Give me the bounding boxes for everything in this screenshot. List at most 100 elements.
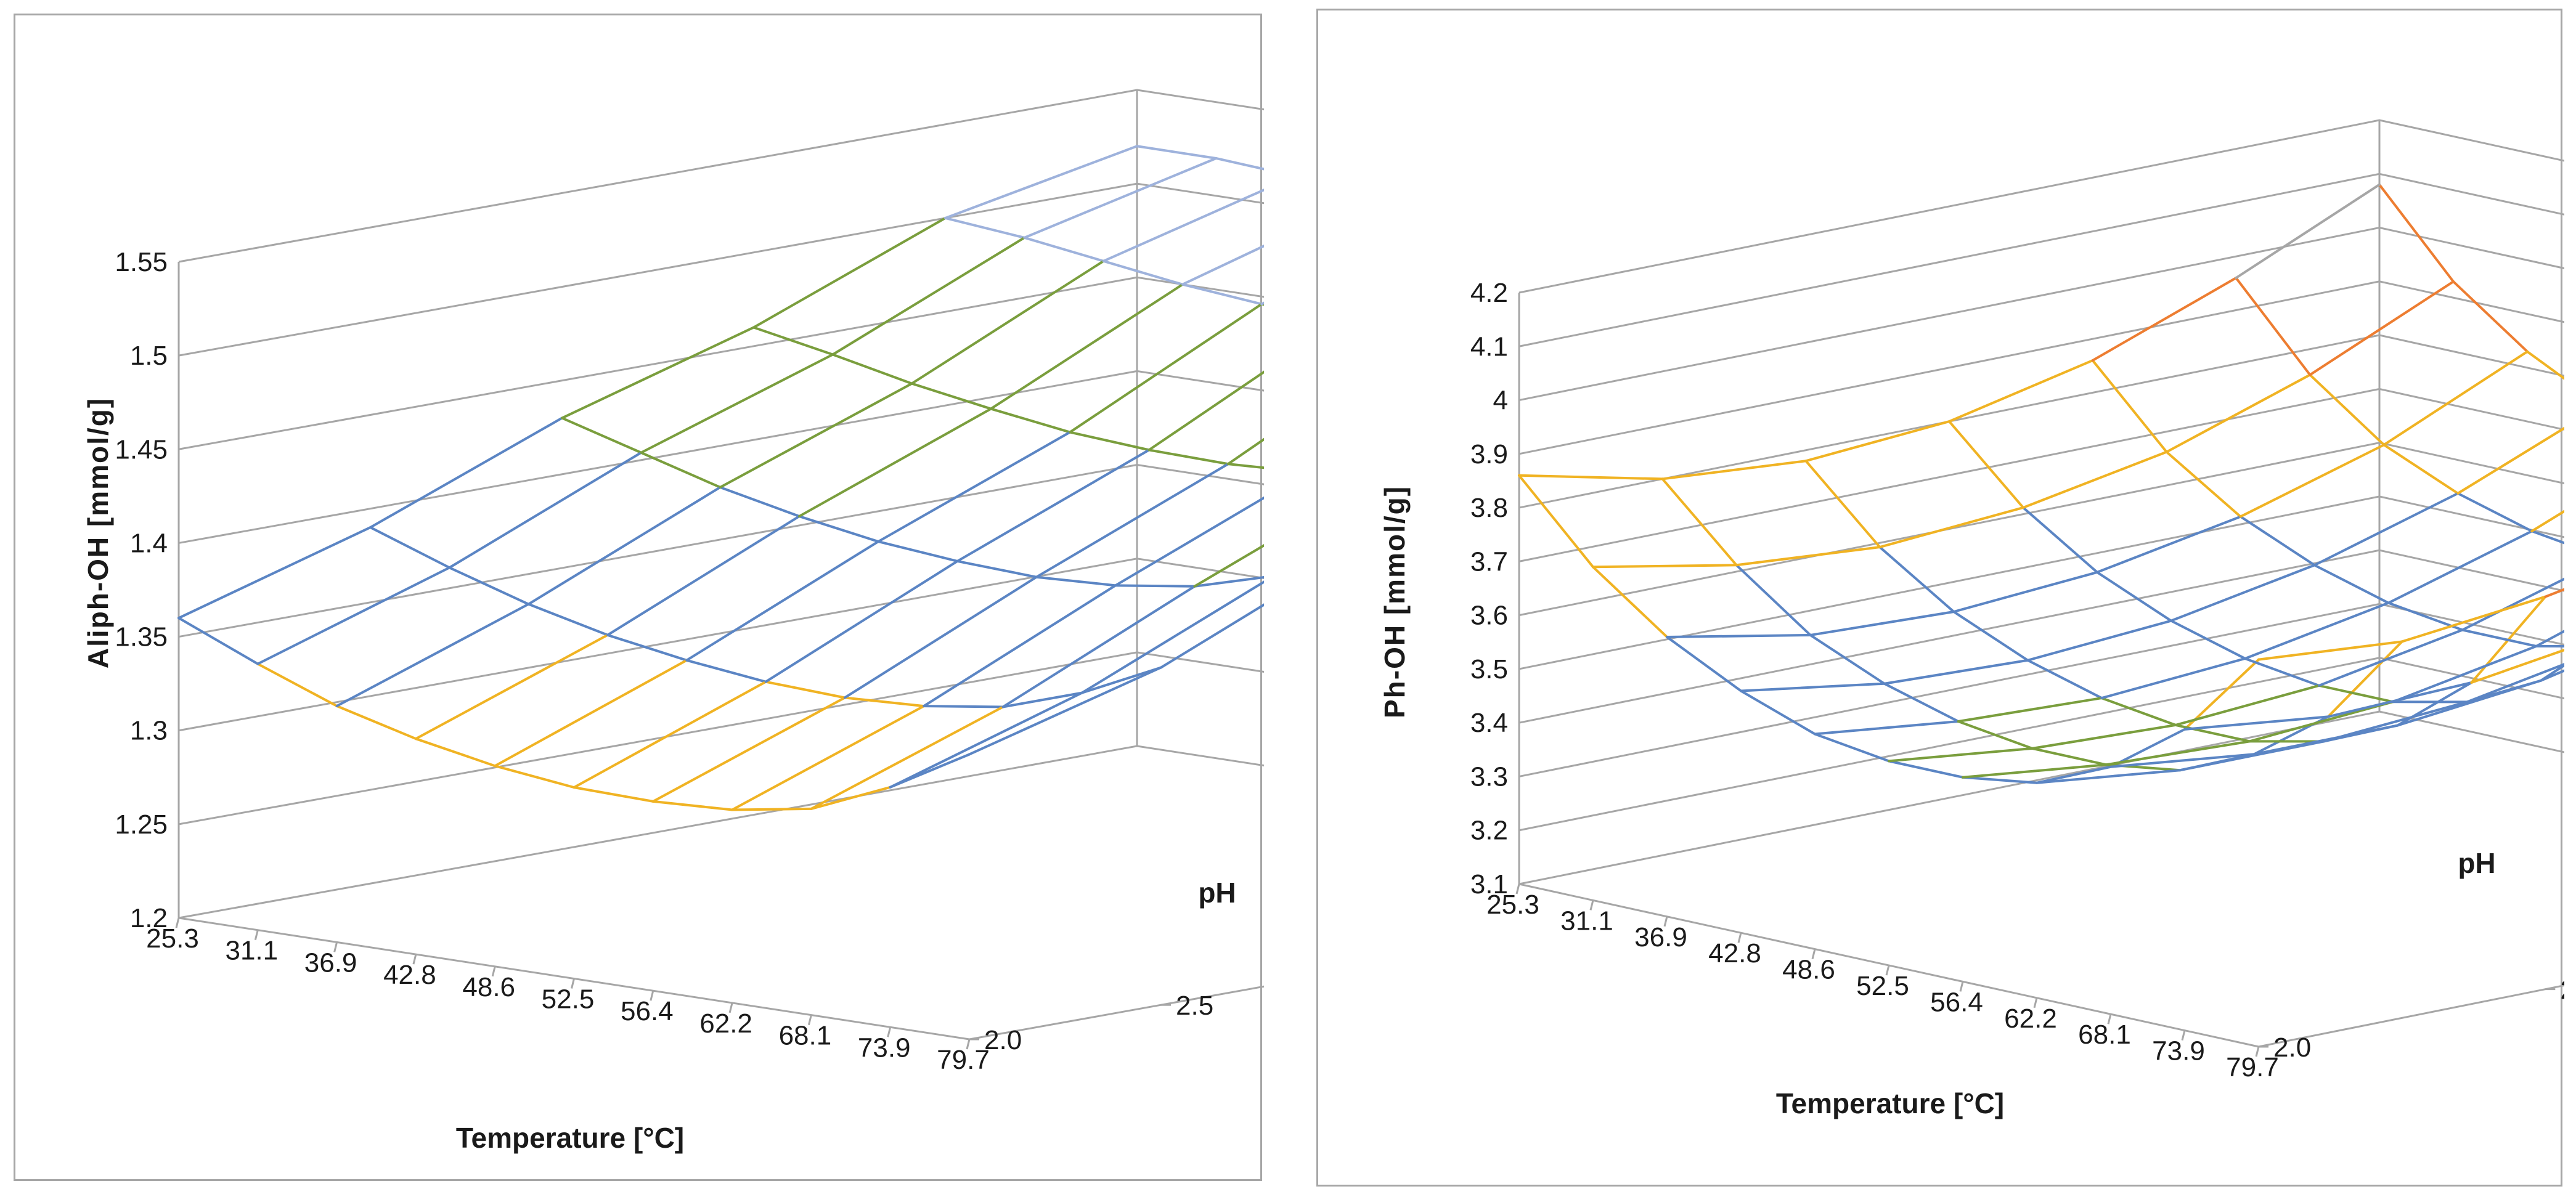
x-tick-label: 62.2: [699, 1008, 752, 1039]
surface-mesh-segment: [1814, 720, 1960, 736]
z-tick-label: 3.1: [1470, 869, 1508, 899]
z-tick-label: 1.45: [115, 434, 168, 465]
x-tick-label: 73.9: [858, 1033, 911, 1063]
x-tick-label: 56.4: [621, 996, 674, 1026]
surface-mesh-segment: [2026, 619, 2172, 662]
x-tick-mark: [1737, 932, 1742, 943]
surface-mesh-segment: [2174, 684, 2320, 726]
z-axis-title: Aliph-OH [mmol/g]: [82, 397, 114, 668]
surface-mesh-segment: [2031, 723, 2177, 750]
surface-mesh-segment: [1962, 763, 2108, 779]
x-tick-label: 73.9: [2152, 1036, 2205, 1066]
surface-mesh-segment: [944, 145, 1138, 219]
surface-mesh-segment: [640, 353, 834, 454]
x-tick-mark: [728, 1002, 733, 1013]
x-tick-label: 68.1: [779, 1021, 832, 1051]
surface-mesh-segment: [831, 236, 1026, 356]
surface-mesh-segment: [573, 786, 654, 803]
z-tick-label: 4.2: [1470, 278, 1508, 308]
z-axis-title: Ph-OH [mmol/g]: [1379, 485, 1411, 718]
surface-mesh-segment: [797, 407, 992, 518]
surface-mesh-segment: [1260, 301, 1264, 306]
aliph-oh-surface-chart: 25.3 31.1 36.9 42.8 48.6 52.5 56.4 62.2 68.1 73.9…: [82, 89, 1264, 1154]
surface-mesh-segment: [968, 666, 1162, 756]
surface-mesh-segment: [1814, 732, 1890, 763]
surface-mesh-segment: [527, 485, 722, 606]
surface-mesh-segment: [1160, 603, 1264, 669]
surface-mesh-segment: [889, 691, 1083, 789]
surface-mesh-segment: [369, 416, 563, 529]
surface-mesh-segment: [1592, 566, 1668, 638]
surface-mesh-segment: [1809, 633, 1886, 685]
surface-mesh-segment: [494, 765, 576, 789]
z-tick-label: 1.3: [130, 716, 168, 746]
x-tick-label: 36.9: [304, 947, 357, 978]
surface-mesh-segment: [2100, 657, 2246, 700]
y-axis-line: [2258, 984, 2564, 1048]
x-tick-mark: [2255, 1046, 2260, 1057]
surface-mesh-segment: [719, 382, 913, 489]
x-tick-mark: [2107, 1013, 2112, 1025]
x-tick-mark: [807, 1015, 812, 1025]
ph-oh-surface-chart: 25.331.136.942.848.652.556.462.268.173.9…: [1379, 119, 2564, 1119]
surface-mesh-segment: [1952, 570, 2098, 614]
surface-mesh-segment: [1735, 546, 1881, 567]
z-tick-label: 1.5: [130, 341, 168, 371]
z-gridline: [178, 276, 1264, 450]
z-tick-label: 1.25: [115, 809, 168, 840]
surface-mesh-segment: [2036, 769, 2182, 784]
x-tick-label: 62.2: [2004, 1004, 2057, 1034]
surface-mesh-segment: [2022, 450, 2168, 509]
surface-mesh-segment: [2400, 595, 2547, 643]
surface-mesh-segment: [2456, 492, 2533, 533]
surface-mesh-segment: [685, 540, 880, 662]
z-tick-label: 3.6: [1470, 601, 1508, 631]
surface-mesh-segment: [1740, 689, 1816, 736]
surface-mesh-segment: [877, 431, 1072, 543]
surface-mesh-segment: [640, 451, 722, 489]
surface-mesh-segment: [2109, 728, 2186, 768]
surface-mesh-segment: [752, 326, 834, 356]
surface-mesh-segment: [2183, 658, 2260, 731]
z-gridline: [178, 745, 1264, 919]
y-axis-title: pH: [1198, 877, 1236, 909]
surface-mesh-segment: [1226, 463, 1264, 469]
surface-mesh-segment: [177, 526, 372, 620]
z-gridline: [178, 464, 1264, 638]
surface-mesh-segment: [2170, 619, 2246, 660]
surface-mesh-segment: [731, 705, 926, 811]
surface-mesh-segment: [1069, 431, 1151, 452]
surface-mesh-segment: [2036, 765, 2112, 784]
surface-mesh-segment: [1888, 747, 2034, 763]
surface-mesh-segment: [2313, 564, 2390, 604]
surface-mesh-segment: [1952, 611, 2029, 662]
surface-mesh-segment: [1666, 633, 1812, 638]
surface-mesh-segment: [2244, 657, 2320, 687]
surface-mesh-segment: [1661, 460, 1808, 481]
x-tick-mark: [1811, 949, 1816, 959]
surface-mesh-segment: [1193, 543, 1264, 588]
surface-mesh-segment: [561, 326, 755, 420]
surface-mesh-segment: [256, 566, 451, 665]
surface-mesh-segment: [1260, 302, 1264, 306]
z-tick-label: 3.9: [1470, 439, 1508, 469]
surface-mesh-segment: [1114, 584, 1196, 588]
surface-mesh-segment: [2318, 628, 2464, 687]
surface-mesh-segment: [2165, 450, 2242, 518]
surface-mesh-segment: [2096, 515, 2242, 574]
surface-mesh-segment: [956, 448, 1151, 562]
surface-mesh-segment: [1666, 635, 1742, 692]
surface-mesh-segment: [2326, 640, 2403, 718]
surface-mesh-segment: [1948, 359, 2094, 423]
surface-mesh-segment: [2239, 515, 2316, 567]
surface-mesh-segment: [2031, 747, 2108, 766]
z-gridline: [1518, 334, 2564, 509]
surface-mesh-segment: [2109, 753, 2256, 768]
surface-mesh-segment: [719, 485, 801, 518]
y-tick-label: 2.0: [2273, 1033, 2311, 1063]
surface-mesh-segment: [2096, 570, 2172, 622]
z-gridline: [1518, 172, 2564, 347]
x-tick-mark: [333, 942, 338, 952]
surface-mesh-segment: [414, 633, 609, 741]
surface-mesh-segment: [2165, 373, 2312, 453]
